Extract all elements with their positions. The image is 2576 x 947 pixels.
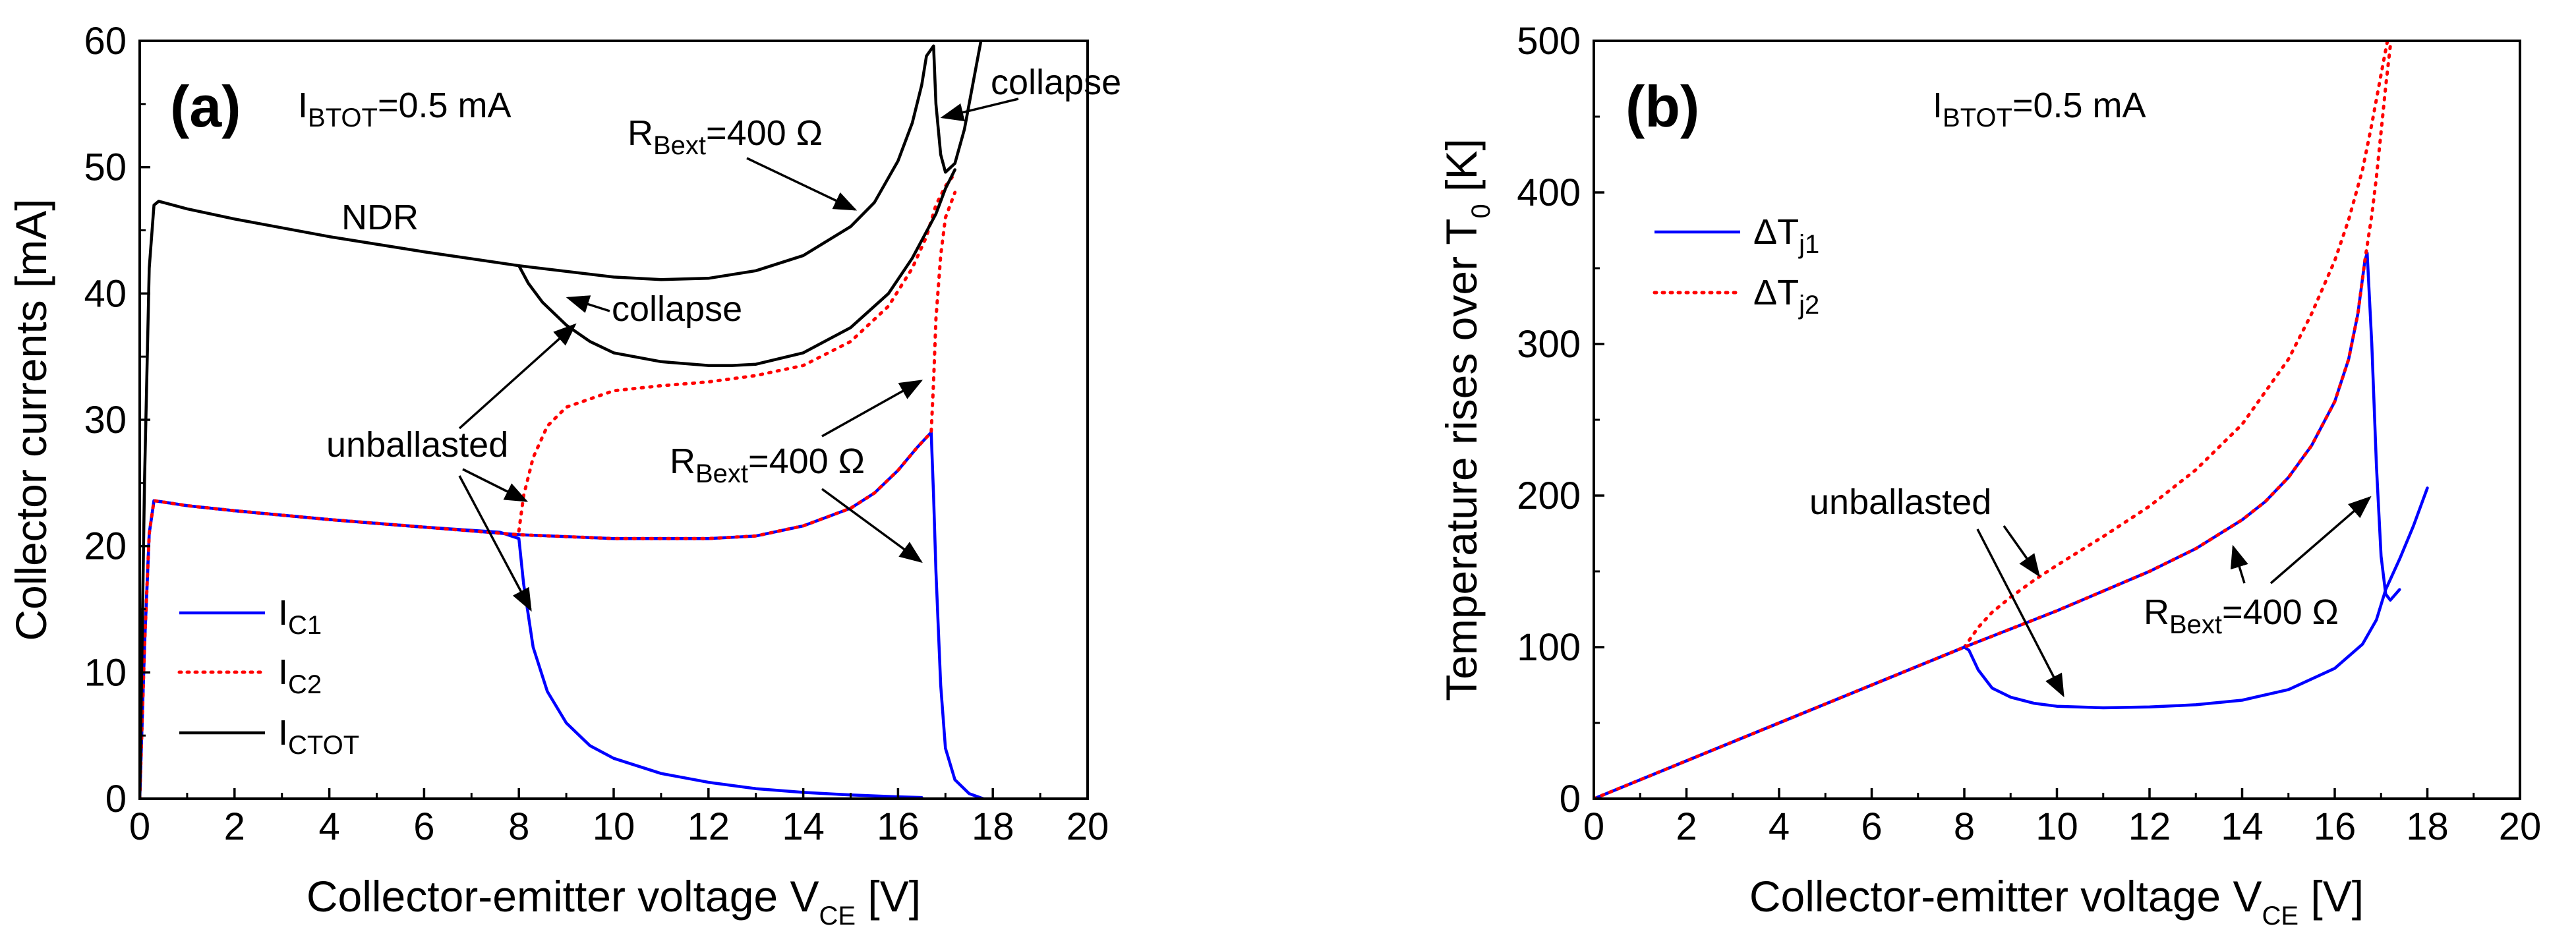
condition-label-b: IBTOT=0.5 mA: [1933, 86, 2146, 132]
panel-label-b: (b): [1625, 74, 1699, 139]
y-tick-label-a-3: 30: [84, 399, 127, 442]
x-tick-label-a-6: 12: [688, 805, 730, 848]
series-a-2: [140, 430, 985, 799]
series-a-0: [140, 499, 923, 799]
y-tick-label-a-6: 60: [84, 20, 127, 63]
x-tick-label-b-4: 8: [1954, 805, 1975, 848]
x-tick-label-a-2: 4: [318, 805, 339, 848]
arrow-rbext-top: [746, 157, 858, 211]
annotation-collapse-top: collapse: [991, 63, 1121, 102]
y-axis-label-a: Collector currents [mA]: [7, 198, 55, 641]
arrow-unballasted-ic1: [458, 475, 532, 612]
series-a-3: [140, 190, 957, 799]
x-axis-label-b: Collector-emitter voltage VCE [V]: [1749, 872, 2364, 931]
arrow-collapse-top: [940, 98, 1019, 122]
arrow-rbext-down: [821, 488, 923, 563]
series-a-4: [140, 41, 983, 799]
x-tick-label-a-8: 16: [877, 805, 920, 848]
arrow-unballasted-dTj2: [2003, 525, 2041, 577]
y-tick-label-b-0: 0: [1560, 778, 1581, 820]
arrow-ndr-collapse: [458, 323, 577, 430]
x-tick-label-b-7: 14: [2221, 805, 2264, 848]
series-b-3: [1594, 41, 2393, 799]
annotation-collapse-mid: collapse: [612, 289, 742, 329]
x-tick-label-a-5: 10: [593, 805, 635, 848]
arrow-rbext-b-left: [2230, 544, 2248, 584]
legend-a-label-2: IC2: [278, 652, 322, 699]
legend-b-label-1: ΔTj1: [1753, 212, 1819, 259]
y-tick-label-a-1: 10: [84, 651, 127, 694]
series-a-5: [517, 168, 956, 367]
arrow-rbext-up: [821, 380, 923, 438]
y-tick-label-b-1: 100: [1517, 626, 1581, 669]
x-tick-label-a-4: 8: [508, 805, 529, 848]
y-tick-label-a-5: 50: [84, 146, 127, 189]
x-tick-label-a-1: 2: [224, 805, 245, 848]
x-tick-label-b-0: 0: [1583, 805, 1604, 848]
ticks-a: 0 2 4 6 8 10 12 14 16 18 20 0 10 20 30 40 50 60: [84, 20, 1109, 848]
annotation-unballasted-b: unballasted: [1809, 482, 1991, 522]
condition-label-a: IBTOT=0.5 mA: [298, 86, 512, 132]
y-tick-label-b-2: 200: [1517, 474, 1581, 517]
annotation-unballasted-a: unballasted: [326, 425, 508, 465]
x-tick-label-a-7: 14: [782, 805, 825, 848]
x-axis-label-a: Collector-emitter voltage VCE [V]: [307, 872, 921, 931]
x-tick-label-b-2: 4: [1769, 805, 1790, 848]
x-tick-label-a-10: 20: [1067, 805, 1109, 848]
x-tick-label-b-8: 16: [2314, 805, 2356, 848]
y-tick-label-b-5: 500: [1517, 20, 1581, 63]
x-tick-label-b-9: 18: [2406, 805, 2449, 848]
legend-a-label-3: ICTOT: [278, 713, 359, 760]
series-b-1: [1962, 41, 2389, 649]
annotation-rbext-b: RBext=400 Ω: [2144, 592, 2339, 639]
annotation-ndr: NDR: [341, 198, 419, 237]
panel-label-a: (a): [170, 74, 241, 139]
arrow-rbext-b-right: [2269, 496, 2372, 585]
panel-a: 0 2 4 6 8 10 12 14 16 18 20 0 10 20 30 40 50 60 (a) IBTOT…: [7, 20, 1121, 931]
series-b-2: [1594, 251, 2401, 799]
arrow-unballasted-ic2: [462, 468, 529, 502]
legend-b-label-2: ΔTj2: [1753, 273, 1819, 320]
x-tick-label-a-3: 6: [413, 805, 434, 848]
arrow-unballasted-dTj1: [1976, 529, 2064, 698]
x-tick-label-b-1: 2: [1676, 805, 1697, 848]
y-tick-label-a-0: 0: [105, 778, 127, 820]
x-tick-label-b-3: 6: [1861, 805, 1882, 848]
annotation-rbext-mid: RBext=400 Ω: [670, 442, 865, 488]
annotation-rbext-top: RBext=400 Ω: [628, 113, 823, 160]
y-tick-label-b-4: 400: [1517, 171, 1581, 214]
y-axis-label-b: Temperature rises over T0 [K]: [1437, 138, 1496, 701]
x-tick-label-a-9: 18: [972, 805, 1014, 848]
legend-b: ΔTj1 ΔTj2: [1653, 212, 1819, 320]
legend-a: IC1 IC2 ICTOT: [177, 593, 359, 760]
x-tick-label-b-10: 20: [2499, 805, 2542, 848]
arrow-collapse-mid: [566, 295, 610, 313]
x-tick-label-b-5: 10: [2035, 805, 2078, 848]
x-tick-label-b-6: 12: [2128, 805, 2171, 848]
x-tick-label-a-0: 0: [129, 805, 150, 848]
y-tick-label-b-3: 300: [1517, 323, 1581, 366]
y-tick-label-a-2: 20: [84, 525, 127, 568]
legend-a-label-1: IC1: [278, 593, 322, 640]
y-tick-label-a-4: 40: [84, 272, 127, 315]
